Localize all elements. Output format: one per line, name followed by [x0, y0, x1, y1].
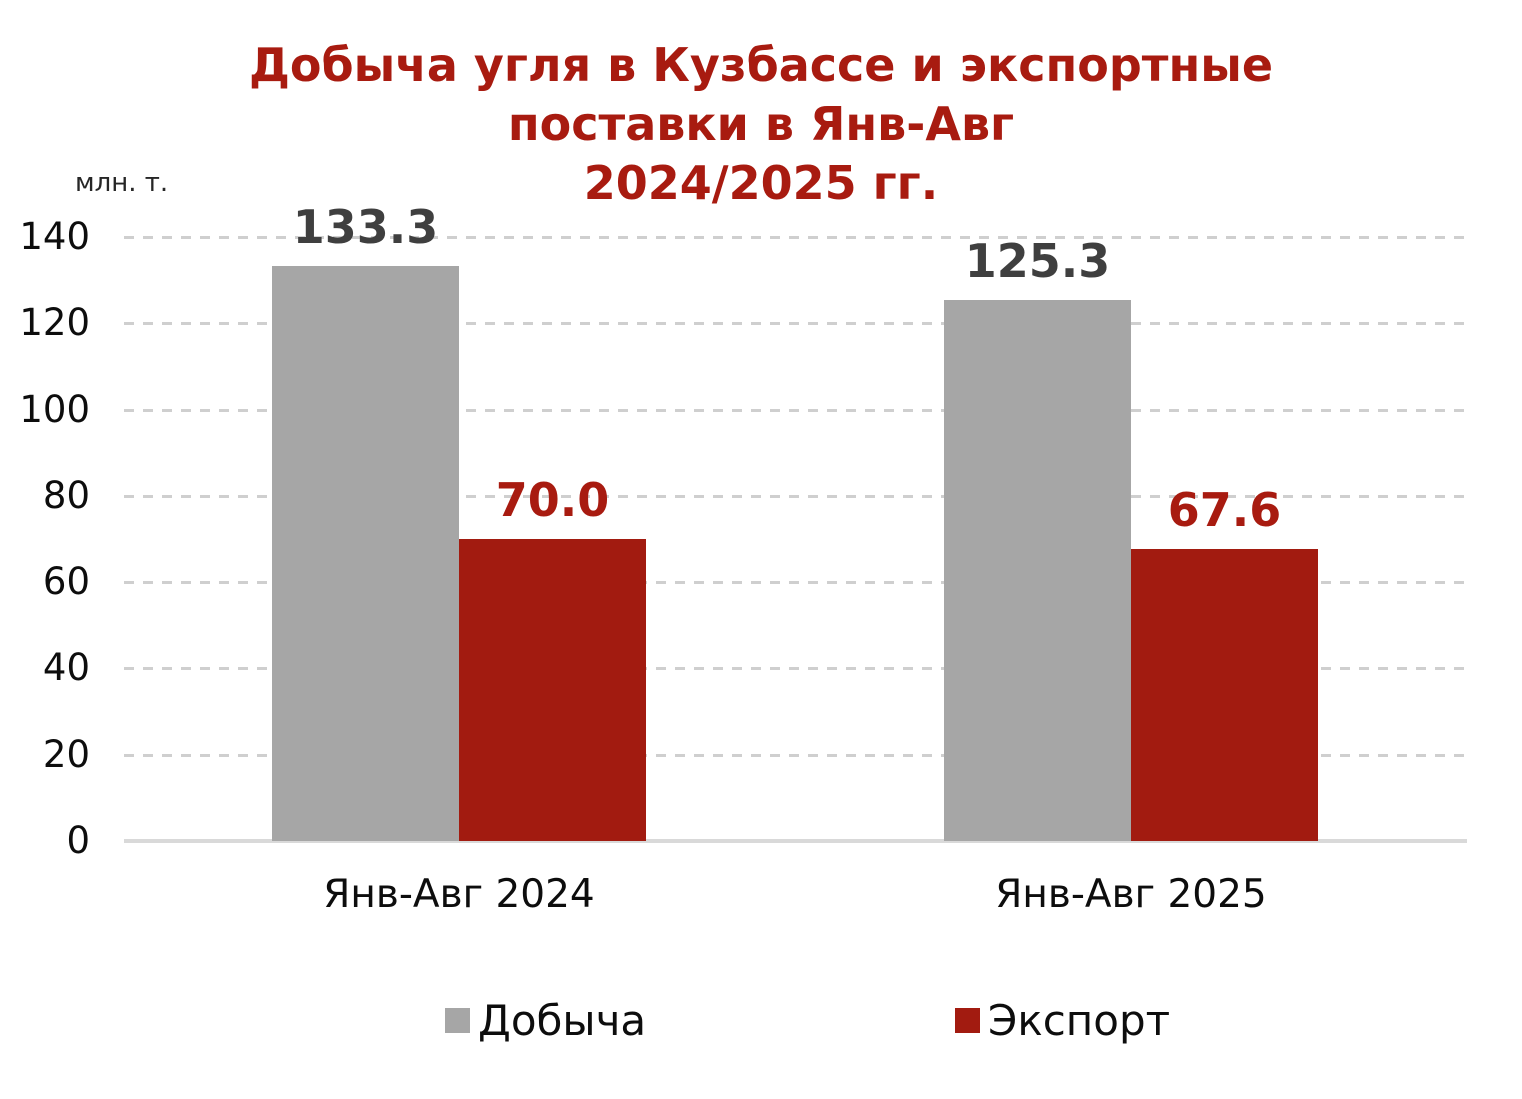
- x-category-label-g1: Янв-Авг 2024: [323, 872, 595, 917]
- bar-export-g1: [459, 539, 646, 841]
- legend-swatch-production: [445, 1007, 470, 1033]
- bar-value-label-production-g1: 133.3: [292, 199, 439, 254]
- y-gridline-60: [124, 581, 1467, 585]
- y-tick-label-80: 80: [42, 473, 90, 517]
- chart-title-line-2: поставки в Янв-Авг: [507, 97, 1015, 151]
- legend-label-export: Экспорт: [988, 995, 1171, 1045]
- y-gridline-140: [124, 236, 1467, 239]
- x-axis-baseline: [124, 839, 1467, 843]
- bar-production-g1: [272, 265, 459, 841]
- legend-label-production: Добыча: [478, 995, 647, 1045]
- chart-title-line-1: Добыча угля в Кузбассе и экспортные: [248, 38, 1274, 92]
- chart-title-line-3: 2024/2025 гг.: [583, 156, 939, 210]
- y-gridline-120: [124, 322, 1467, 326]
- bar-export-g2: [1131, 549, 1318, 841]
- bar-value-label-export-g1: 70.0: [495, 473, 610, 527]
- y-gridline-80: [124, 494, 1467, 498]
- y-gridline-40: [124, 667, 1467, 671]
- legend-item-production: Добыча: [445, 995, 647, 1045]
- y-tick-label-140: 140: [19, 215, 90, 258]
- legend-item-export: Экспорт: [955, 995, 1171, 1045]
- chart-title: Добыча угля в Кузбассе и экспортные пост…: [0, 36, 1522, 213]
- legend-swatch-export: [955, 1007, 980, 1033]
- x-category-label-g2: Янв-Авг 2025: [995, 872, 1267, 917]
- bar-production-g2: [944, 300, 1131, 841]
- y-tick-label-120: 120: [19, 301, 90, 345]
- y-tick-label-100: 100: [19, 387, 90, 431]
- bar-value-label-production-g2: 125.3: [964, 234, 1111, 289]
- y-tick-label-0: 0: [66, 819, 90, 862]
- y-tick-label-20: 20: [42, 732, 90, 776]
- y-tick-label-40: 40: [42, 646, 90, 690]
- bar-value-label-export-g2: 67.6: [1167, 483, 1282, 538]
- y-gridline-100: [124, 408, 1467, 412]
- plot-area: 133.3 70.0 125.3 67.6: [124, 200, 1467, 843]
- y-tick-label-60: 60: [42, 560, 90, 604]
- y-axis-unit-label: млн. т.: [75, 168, 169, 198]
- y-gridline-20: [124, 753, 1467, 757]
